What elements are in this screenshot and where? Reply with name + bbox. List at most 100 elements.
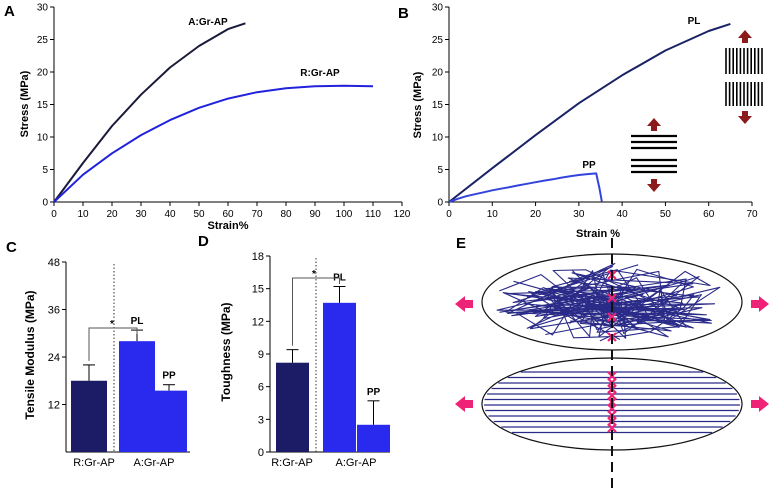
a-xlabel: Strain% [208, 220, 249, 232]
c-group-label: A:Gr-AP [134, 457, 175, 469]
b-xtick-label: 70 [746, 209, 758, 220]
b-xtick-label: 40 [617, 209, 629, 220]
e-crosslink-mark [607, 423, 617, 433]
panel-label-d: D [198, 233, 209, 250]
d-ytick-label: 9 [258, 349, 264, 361]
panel-label-b: B [398, 5, 409, 22]
d-ytick-label: 3 [258, 414, 264, 426]
pp-stacked-lines [631, 134, 677, 174]
e-schematic [455, 238, 769, 489]
e-crosslink-mark [607, 293, 617, 303]
a-series-line [53, 84, 374, 203]
chart-b: 0 5 10 15 20 25 30 0 10 20 30 40 50 60 70 PL PP [432, 3, 758, 221]
e-left-arrow-top-icon [455, 296, 473, 312]
a-xtick-label: 10 [77, 209, 89, 220]
a-xtick-label: 70 [251, 209, 263, 220]
b-xtick-label: 60 [703, 209, 715, 220]
b-ytick-label: 10 [432, 133, 444, 144]
a-ytick-label: 30 [37, 3, 49, 14]
b-ytick-label: 0 [437, 198, 443, 209]
b-inset-pp-schematic [631, 118, 677, 192]
e-right-arrow-top-icon [751, 296, 769, 312]
d-ytick-label: 12 [252, 316, 264, 328]
d-significance-star: * [312, 269, 316, 280]
c-bar [151, 390, 187, 452]
c-ylabel: Tensile Modulus (MPa) [23, 290, 37, 419]
a-series-label: A:Gr-AP [188, 17, 228, 28]
panel-label-e: E [456, 235, 466, 252]
b-xtick-label: 30 [573, 209, 585, 220]
b-ytick-label: 30 [432, 3, 444, 14]
d-bar-label: PP [367, 387, 381, 398]
a-xtick-label: 100 [336, 209, 353, 220]
e-entangled-chains [496, 262, 721, 342]
a-xtick-label: 0 [51, 209, 57, 220]
a-ytick-label: 0 [42, 198, 48, 209]
a-ytick-label: 5 [42, 165, 48, 176]
a-xtick-label: 110 [365, 209, 381, 220]
b-series-line [448, 22, 731, 203]
b-series-line [448, 172, 603, 203]
d-significance-bracket [292, 277, 340, 346]
b-ytick-label: 20 [432, 68, 444, 79]
pl-down-arrow-icon [738, 111, 752, 124]
d-bar [323, 302, 356, 452]
b-series-label: PL [688, 16, 701, 27]
b-inset-pl-schematic [725, 30, 763, 124]
c-ytick-label: 24 [48, 352, 60, 364]
a-xtick-label: 120 [394, 209, 411, 220]
c-ytick-label: 48 [48, 257, 60, 269]
b-ytick-label: 15 [432, 100, 444, 111]
e-right-arrow-bottom-icon [751, 396, 769, 412]
pp-up-arrow-icon [647, 118, 661, 131]
pl-vertical-lines [725, 48, 763, 106]
c-bar [71, 380, 107, 452]
e-polymer-chain [507, 262, 702, 336]
b-xtick-label: 20 [530, 209, 542, 220]
a-xtick-label: 20 [106, 209, 118, 220]
c-ytick-label: 36 [48, 305, 60, 317]
b-ylabel: Stress (MPa) [412, 71, 424, 138]
d-ytick-label: 0 [258, 447, 264, 459]
pl-up-arrow-icon [738, 30, 752, 43]
a-xtick-label: 40 [164, 209, 176, 220]
a-ytick-label: 25 [37, 35, 49, 46]
c-bar-label: PL [131, 316, 144, 327]
c-significance-star: * [110, 319, 114, 330]
c-bar-label: PP [162, 371, 176, 382]
a-xtick-label: 30 [135, 209, 147, 220]
d-group-label: A:Gr-AP [336, 457, 377, 469]
a-ytick-label: 10 [37, 133, 49, 144]
b-ytick-label: 25 [432, 35, 444, 46]
b-ytick-label: 5 [437, 165, 443, 176]
a-ylabel: Stress (MPa) [19, 70, 31, 137]
chart-c: 12 24 36 48 PL PP R:Gr-AP A:Gr-AP * [48, 257, 190, 469]
b-xtick-label: 10 [487, 209, 499, 220]
chart-a: 0 5 10 15 20 25 30 0 10 20 30 40 50 60 70 80 90 100 110 120… [37, 3, 411, 221]
d-ytick-label: 15 [252, 284, 264, 296]
a-xtick-label: 80 [280, 209, 292, 220]
c-significance-bracket [88, 327, 138, 361]
a-ytick-label: 15 [37, 100, 49, 111]
d-ytick-label: 18 [252, 251, 264, 263]
c-group-label: R:Gr-AP [73, 457, 115, 469]
d-bar [357, 424, 390, 452]
d-bar [276, 362, 309, 452]
a-xtick-label: 90 [309, 209, 321, 220]
a-ytick-label: 20 [37, 68, 49, 79]
panel-label-c: C [6, 239, 17, 256]
e-left-arrow-bottom-icon [455, 396, 473, 412]
d-ylabel: Toughness (MPa) [219, 302, 233, 401]
a-xtick-label: 60 [222, 209, 234, 220]
pp-down-arrow-icon [647, 179, 661, 192]
a-series-label: R:Gr-AP [300, 68, 340, 79]
e-polymer-chain [496, 266, 700, 339]
b-xtick-label: 50 [660, 209, 672, 220]
a-xtick-label: 50 [193, 209, 205, 220]
b-xlabel: Strain % [576, 228, 620, 240]
a-series-line [53, 22, 246, 203]
b-xtick-label: 0 [446, 209, 452, 220]
panel-label-a: A [4, 3, 15, 20]
